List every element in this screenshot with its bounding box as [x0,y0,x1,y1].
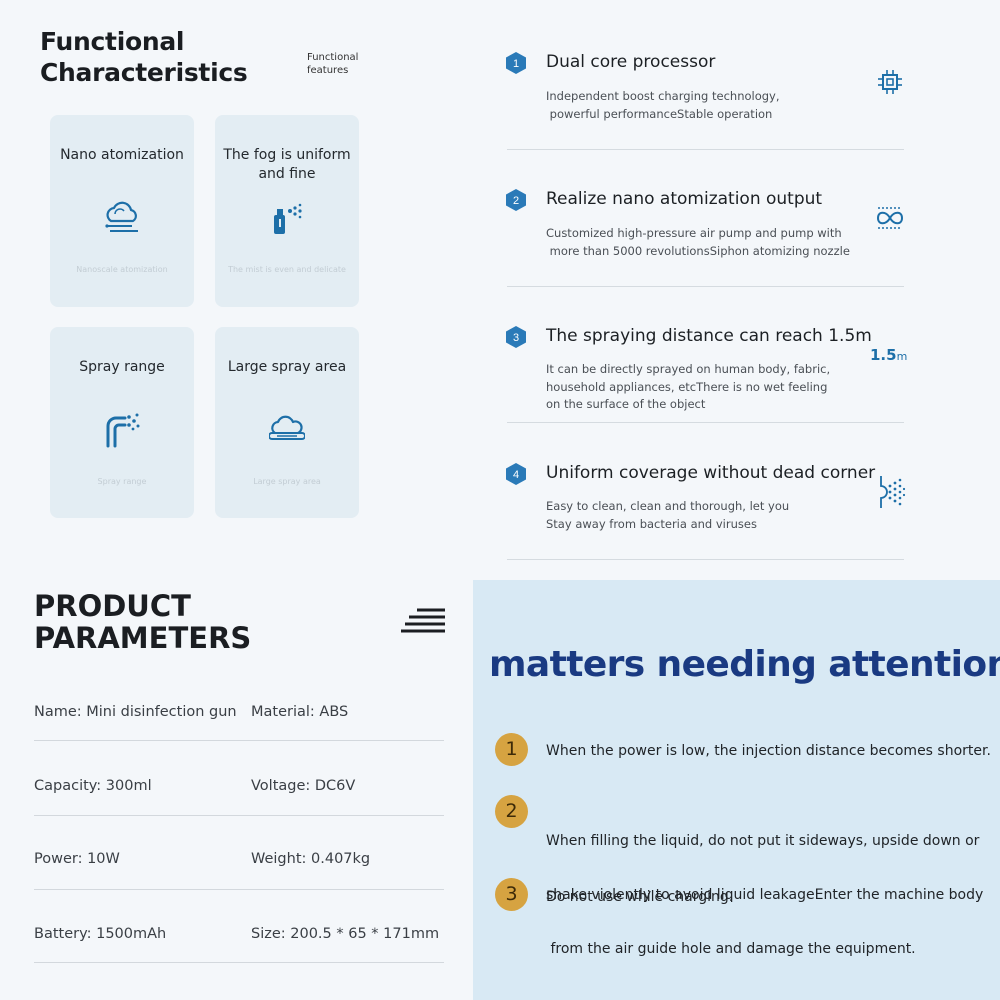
card-caption: Large spray area [253,477,321,486]
feature-2-badge: 2 [506,189,526,215]
divider [507,422,904,423]
feature-3-description: It can be directly sprayed on human body… [546,362,831,411]
card-title: Spray range [79,359,165,375]
chip-icon [877,69,903,99]
feature-2-title: Realize nano atomization output [546,189,823,209]
feature-2-description: Customized high-pressure air pump and pu… [546,226,850,258]
divider [34,815,444,816]
card-caption: Spray range [97,477,147,486]
functional-subtitle: Functional features [307,52,359,76]
feature-4-description: Easy to clean, clean and thorough, let y… [546,499,790,531]
feature-4-badge: 4 [506,463,526,489]
spray-bottle-icon [270,203,304,241]
feature-3-badge: 3 [506,326,526,352]
param-capacity: Capacity: 300ml [34,778,152,794]
param-material: Material: ABS [251,704,349,720]
menu-lines-icon [401,607,445,637]
param-name: Name: Mini disinfection gun [34,704,237,720]
feature-1-badge: 1 [506,52,526,78]
divider [34,962,444,963]
card-title: The fog is uniform and fine [223,147,351,182]
attention-item-2: When filling the liquid, do not put it s… [546,833,984,957]
card-caption: The mist is even and delicate [228,265,346,274]
card-title: Large spray area [227,359,347,375]
cloud-area-icon [268,415,306,449]
parameters-title: PRODUCT PARAMETERS [34,589,252,655]
param-power: Power: 10W [34,851,120,867]
param-weight: Weight: 0.407kg [251,851,371,867]
infinity-icon [875,206,905,234]
feature-4-title: Uniform coverage without dead corner [546,463,876,483]
divider [34,740,444,741]
card-title: Nano atomization [60,147,184,163]
attention-number-3: 3 [495,878,528,911]
attention-number-2: 2 [495,795,528,828]
feature-card-nano-atomization: Nano atomization Nanoscale atomization [50,115,194,307]
feature-card-spray-range: Spray range Spray range [50,327,194,518]
divider [507,559,904,560]
param-size: Size: 200.5 * 65 * 171mm [251,926,440,942]
svg-text:1: 1 [513,58,519,70]
attention-item-3: Do not use while charging. [546,889,734,905]
param-voltage: Voltage: DC6V [251,778,356,794]
svg-text:4: 4 [513,469,519,481]
feature-1-title: Dual core processor [546,52,716,72]
feature-card-large-spray-area: Large spray area Large spray area [215,327,359,518]
divider [34,889,444,890]
attention-number-1: 1 [495,733,528,766]
feature-3-title: The spraying distance can reach 1.5m [546,326,872,346]
distance-label: 1.5m [870,346,908,364]
card-caption: Nanoscale atomization [76,265,168,274]
functional-title: Functional Characteristics [40,27,248,87]
feature-card-uniform-fog: The fog is uniform and fine The mist is … [215,115,359,307]
attention-item-1: When the power is low, the injection dis… [546,743,991,759]
divider [507,149,904,150]
spray-dots-icon [878,474,906,514]
divider [507,286,904,287]
attention-panel [473,580,1000,1000]
param-battery: Battery: 1500mAh [34,926,167,942]
spray-pipe-icon [103,412,141,452]
cloud-wind-icon [102,201,142,241]
svg-text:2: 2 [513,195,519,207]
feature-1-description: Independent boost charging technology, p… [546,89,780,121]
svg-text:3: 3 [513,332,519,344]
attention-title: matters needing attention [489,644,1000,685]
